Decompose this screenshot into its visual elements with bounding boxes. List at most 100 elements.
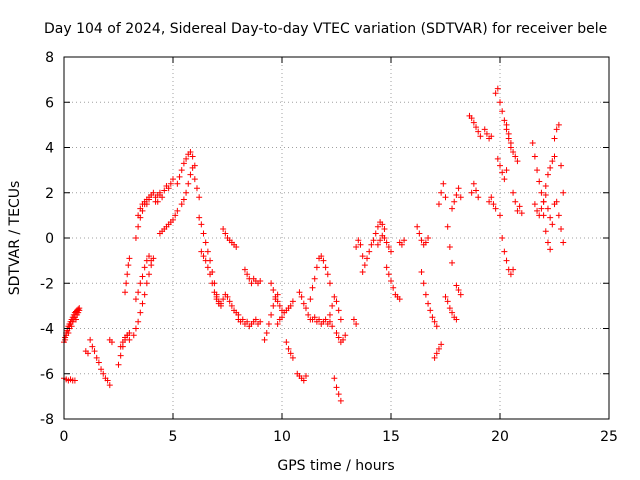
data-point [477,133,484,140]
data-point [196,214,203,221]
data-point [433,323,440,330]
data-point [350,316,357,323]
data-point [388,277,394,284]
data-point [542,182,549,189]
data-point [544,205,551,212]
data-point [388,248,394,255]
data-point [372,230,379,237]
data-point [202,239,209,246]
data-point [553,198,560,205]
data-point [337,316,344,323]
x-axis-label: GPS time / hours [277,458,394,474]
data-point [178,167,185,174]
data-point [68,323,75,330]
data-point [488,194,495,201]
y-tick-label: 4 [45,141,54,157]
y-tick-label: 8 [45,50,54,66]
data-point [132,296,139,303]
grid-lines [64,57,609,419]
data-point [455,185,462,192]
data-point [139,273,146,280]
data-point [497,162,503,169]
data-point [470,180,477,187]
y-tick-label: 2 [45,186,54,202]
data-point [159,194,166,201]
data-point [283,339,290,346]
data-point [135,289,142,296]
data-point [431,318,438,325]
data-point [433,350,440,357]
data-point [551,135,558,142]
data-point [390,284,397,291]
data-point [76,307,83,314]
data-point [285,345,292,352]
data-point [544,239,551,246]
chart-title: Day 104 of 2024, Sidereal Day-to-day VTE… [44,21,607,37]
data-point [518,210,525,217]
data-point [549,158,556,165]
data-point [180,196,187,203]
data-point [333,330,340,337]
data-point [305,311,312,318]
x-tick-label: 15 [382,429,400,445]
data-point [536,178,543,185]
data-point [239,316,246,323]
data-point [449,205,456,212]
data-point [342,332,349,339]
data-point [263,330,270,337]
data-point [398,241,405,248]
data-point [326,280,333,287]
data-point [72,316,79,323]
data-point [494,155,501,162]
data-point [170,176,176,183]
data-point [531,201,538,208]
data-point [383,264,390,271]
y-tick-label: -2 [40,276,54,292]
data-point [333,298,340,305]
data-point [507,271,514,278]
data-point [422,291,429,298]
data-point [473,124,480,131]
data-point [512,153,519,160]
data-point [329,302,336,309]
data-point [198,221,205,228]
data-point [228,302,235,309]
data-point [211,289,218,296]
data-point [126,255,133,262]
data-point [444,223,451,230]
data-point [126,336,133,343]
data-point [383,239,390,246]
data-point [368,241,375,248]
data-point [311,314,318,321]
data-point [84,350,91,357]
data-point [213,293,220,300]
data-point [287,302,294,309]
data-point [137,205,144,212]
data-point [146,196,153,203]
data-point [274,320,281,327]
data-point [123,280,130,287]
data-point [257,318,264,325]
x-tick-label: 0 [60,429,69,445]
data-point [359,268,366,275]
data-point [435,201,442,208]
data-point [183,189,190,196]
data-point [499,108,506,115]
data-point [529,139,536,146]
data-point [501,176,508,183]
data-point [492,205,499,212]
data-point [268,311,275,318]
data-point [135,318,142,325]
data-point [431,354,438,361]
data-point [172,212,179,219]
data-point [377,237,384,244]
data-point [475,128,482,135]
data-point [326,311,333,318]
data-point [176,173,183,180]
data-point [512,198,519,205]
data-point [544,171,551,178]
data-point [207,271,214,278]
data-point [401,237,408,244]
data-point [449,259,456,266]
data-point [89,343,96,350]
